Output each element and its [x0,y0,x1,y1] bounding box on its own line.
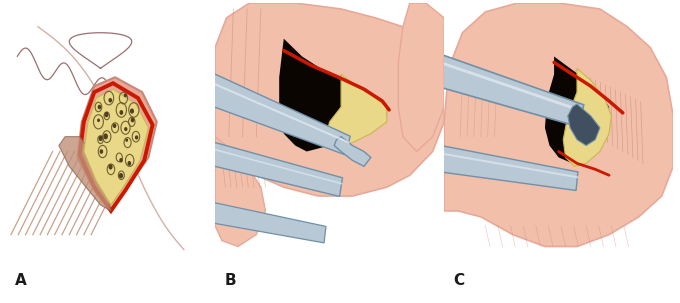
Circle shape [99,105,101,108]
Circle shape [114,124,116,127]
Circle shape [124,94,126,97]
Text: A: A [15,273,27,288]
Polygon shape [84,89,148,205]
Polygon shape [325,74,387,145]
Circle shape [126,139,127,141]
Polygon shape [78,77,156,211]
Polygon shape [202,140,343,196]
Polygon shape [568,104,600,145]
Circle shape [98,119,99,122]
Text: C: C [454,273,464,288]
Circle shape [105,112,108,117]
Polygon shape [215,3,444,196]
Circle shape [120,174,122,178]
Polygon shape [203,201,326,243]
Circle shape [99,137,102,140]
Polygon shape [215,137,265,247]
Polygon shape [563,68,611,166]
Polygon shape [430,52,583,127]
Polygon shape [279,39,387,152]
Circle shape [120,111,122,114]
Circle shape [131,118,134,122]
Polygon shape [59,137,111,211]
Polygon shape [334,137,371,166]
Circle shape [104,134,107,139]
Polygon shape [398,3,444,152]
Text: B: B [224,273,236,288]
Circle shape [100,150,103,153]
Polygon shape [444,3,673,247]
Circle shape [120,159,122,162]
Polygon shape [200,71,350,155]
Circle shape [131,109,133,113]
Polygon shape [545,56,609,163]
Circle shape [125,128,126,130]
Polygon shape [431,144,578,191]
Circle shape [128,162,131,165]
Circle shape [109,99,112,102]
Circle shape [135,136,137,139]
Circle shape [109,165,112,169]
